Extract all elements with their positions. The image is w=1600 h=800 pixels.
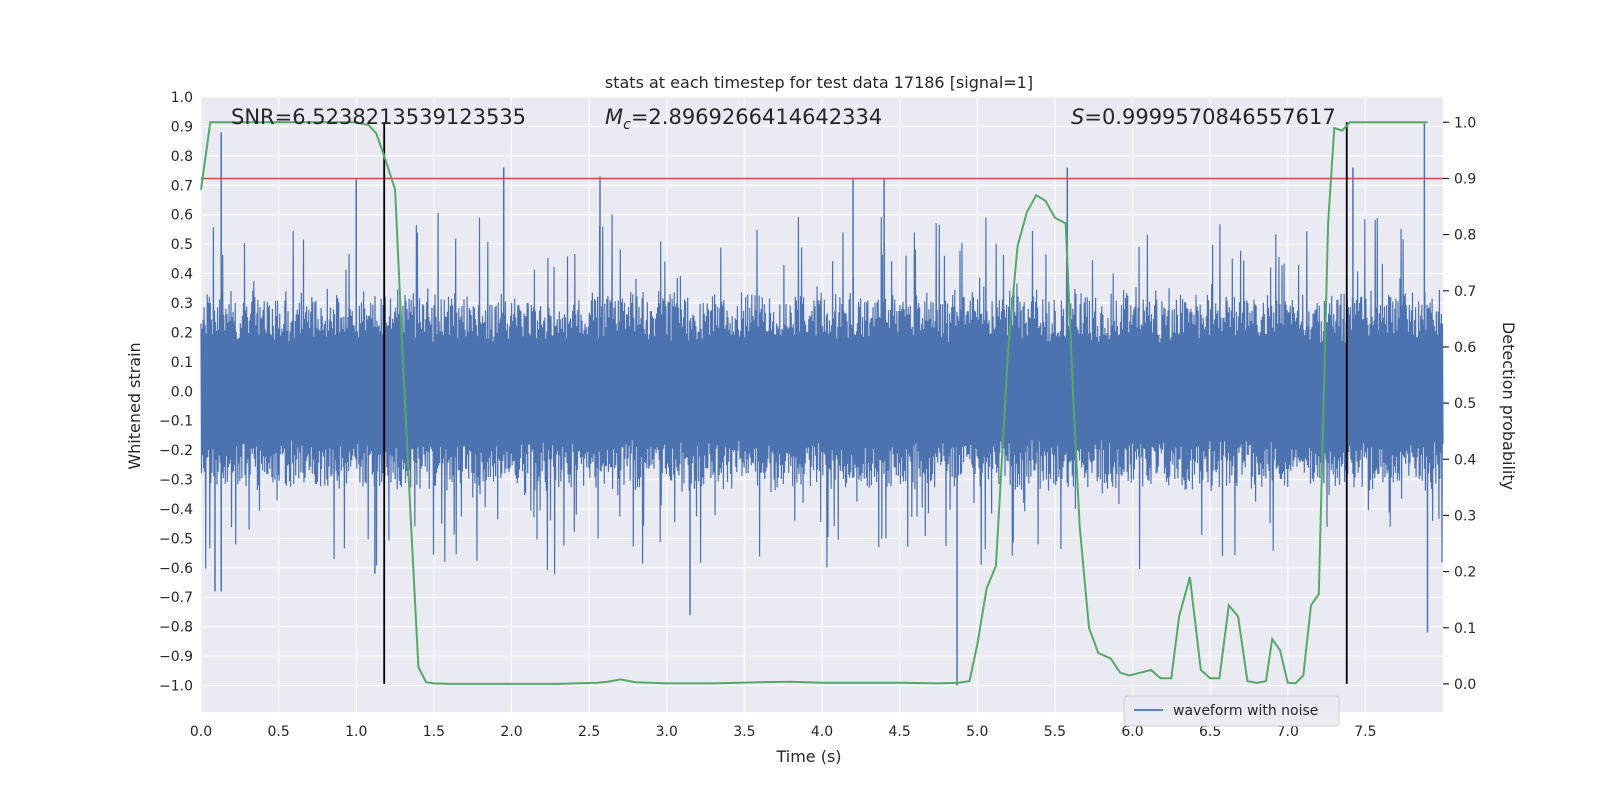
x-tick-label-3: 1.5 — [423, 724, 445, 740]
y-left-tick-label-1: 0.9 — [171, 119, 193, 135]
x-tick-label-7: 3.5 — [733, 724, 755, 740]
x-tick-label-5: 2.5 — [578, 724, 600, 740]
mc-symbol: M — [605, 105, 623, 129]
waveform-noise-series — [200, 123, 1444, 686]
y-left-tick-label-17: −0.7 — [159, 590, 193, 606]
y-left-ticks: 1.0 0.9 0.8 0.7 0.6 0.5 0.4 0.3 0.2 0.1 0.0 −0.1 −0.… — [159, 90, 193, 695]
y-left-tick-label-9: 0.1 — [171, 355, 193, 371]
x-tick-label-1: 0.5 — [267, 724, 289, 740]
y-left-axis-label: Whitened strain — [125, 342, 144, 469]
y-right-tick-label-9: 0.1 — [1454, 621, 1476, 637]
chart-title: stats at each timestep for test data 171… — [605, 73, 1033, 92]
y-left-tick-label-18: −0.8 — [159, 620, 193, 636]
y-right-tick-label-0: 1.0 — [1454, 115, 1476, 131]
y-right-tick-label-6: 0.4 — [1454, 452, 1476, 468]
legend-label-waveform: waveform with noise — [1173, 703, 1318, 719]
x-tick-label-11: 5.5 — [1044, 724, 1066, 740]
waveform-noise-trace — [200, 212, 1444, 575]
y-left-tick-label-5: 0.5 — [171, 237, 193, 253]
y-left-tick-label-20: −1.0 — [159, 679, 193, 695]
y-left-tick-label-8: 0.2 — [171, 325, 193, 341]
y-right-tick-label-1: 0.9 — [1454, 171, 1476, 187]
x-tick-label-10: 5.0 — [966, 724, 988, 740]
legend-box — [1123, 695, 1340, 727]
y-left-tick-label-19: −0.9 — [159, 649, 193, 665]
x-tick-label-13: 6.5 — [1199, 724, 1221, 740]
y-left-tick-label-7: 0.3 — [171, 296, 193, 312]
y-right-tick-label-8: 0.2 — [1454, 565, 1476, 581]
y-right-tick-label-4: 0.6 — [1454, 340, 1476, 356]
legend: waveform with noise — [1123, 695, 1340, 727]
y-left-tick-label-0: 1.0 — [171, 90, 193, 106]
y-left-tick-label-13: −0.3 — [159, 473, 193, 489]
y-left-tick-label-16: −0.6 — [159, 561, 193, 577]
x-tick-label-6: 3.0 — [656, 724, 678, 740]
y-left-tick-label-11: −0.1 — [159, 414, 193, 430]
x-tick-label-12: 6.0 — [1121, 724, 1143, 740]
s-annotation: S=0.9999570846557617 — [1071, 105, 1336, 129]
x-tick-label-9: 4.5 — [888, 724, 910, 740]
y-right-tick-label-2: 0.8 — [1454, 228, 1476, 244]
x-tick-label-15: 7.5 — [1354, 724, 1376, 740]
y-left-tick-label-14: −0.4 — [159, 502, 193, 518]
y-left-tick-label-12: −0.2 — [159, 443, 193, 459]
y-right-tick-label-7: 0.3 — [1454, 508, 1476, 524]
y-right-tick-label-3: 0.7 — [1454, 284, 1476, 300]
x-ticks: 0.0 0.5 1.0 1.5 2.0 2.5 3.0 3.5 4.0 4.5 5.0 5.5 6.0 6… — [190, 724, 1377, 740]
y-left-tick-label-2: 0.8 — [171, 149, 193, 165]
y-right-axis-label: Detection probability — [1499, 322, 1518, 490]
y-left-tick-label-4: 0.6 — [171, 208, 193, 224]
mc-value: =2.8969266414642334 — [631, 105, 882, 129]
y-right-ticks: 1.0 0.9 0.8 0.7 0.6 0.5 0.4 0.3 0.2 0.1 0.0 — [1443, 115, 1476, 693]
y-left-tick-label-3: 0.7 — [171, 178, 193, 194]
x-tick-label-8: 4.0 — [811, 724, 833, 740]
mc-subscript: c — [623, 117, 631, 133]
x-tick-label-14: 7.0 — [1277, 724, 1299, 740]
overlays — [200, 121, 1443, 685]
y-right-tick-label-10: 0.0 — [1454, 677, 1476, 693]
snr-annotation: SNR=6.5238213539123535 — [231, 105, 526, 129]
y-left-tick-label-6: 0.4 — [171, 267, 193, 283]
x-tick-label-2: 1.0 — [345, 724, 367, 740]
y-left-tick-label-10: 0.0 — [171, 384, 193, 400]
y-left-tick-label-15: −0.5 — [159, 531, 193, 547]
s-value: =0.9999570846557617 — [1084, 105, 1335, 129]
y-right-tick-label-5: 0.5 — [1454, 396, 1476, 412]
x-axis-label: Time (s) — [775, 747, 841, 766]
x-tick-label-0: 0.0 — [190, 724, 212, 740]
s-symbol: S — [1071, 105, 1084, 129]
mc-annotation: Mc=2.8969266414642334 — [605, 105, 882, 133]
x-tick-label-4: 2.0 — [500, 724, 522, 740]
